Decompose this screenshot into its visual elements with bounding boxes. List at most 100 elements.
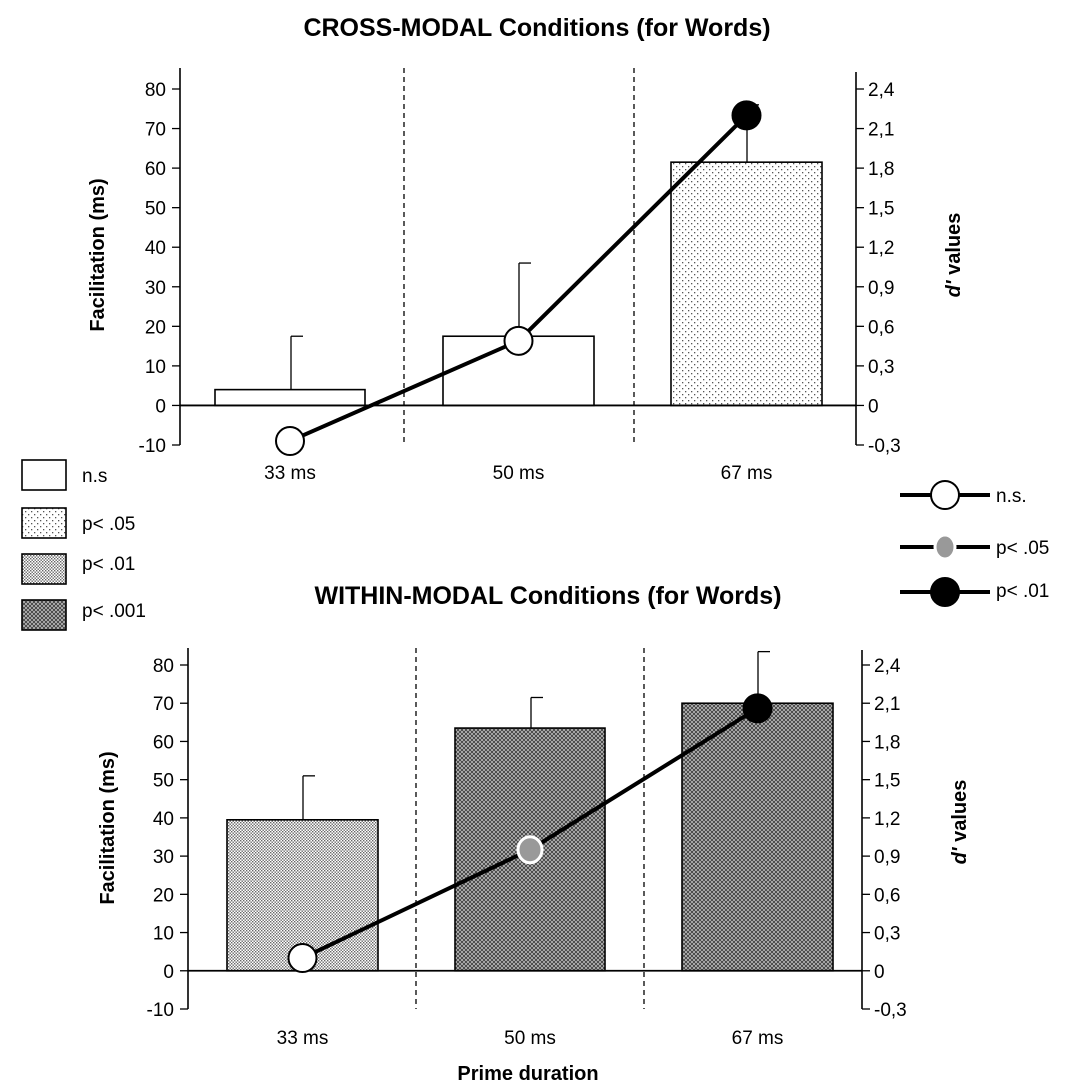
- right-tick-label: 2,4: [874, 656, 901, 677]
- category-label: 50 ms: [504, 1028, 556, 1049]
- right-tick-label: 1,2: [868, 238, 894, 259]
- dprime-point: [731, 100, 762, 131]
- right-tick-label: 1,8: [868, 159, 894, 180]
- left-tick-label: 80: [145, 80, 166, 101]
- left-tick-label: 30: [153, 847, 174, 868]
- dprime-legend-item-p05: p< .05: [900, 533, 1049, 561]
- left-tick-label: 0: [155, 396, 166, 417]
- left-axis-label: Facilitation (ms): [87, 178, 109, 331]
- right-tick-label: 2,1: [874, 694, 900, 715]
- legend-label: p< .01: [82, 554, 135, 575]
- right-tick-label: 0,6: [868, 317, 894, 338]
- chart-title: WITHIN-MODAL Conditions (for Words): [314, 582, 781, 610]
- left-tick-label: 60: [145, 159, 166, 180]
- dprime-legend-marker-p05: [933, 533, 957, 561]
- right-tick-label: 1,8: [874, 732, 900, 753]
- right-tick-label: 1,5: [874, 771, 900, 792]
- category-label: 33 ms: [264, 463, 316, 484]
- category-label: 67 ms: [732, 1028, 784, 1049]
- dprime-legend-label: p< .05: [996, 538, 1049, 559]
- left-tick-label: 20: [153, 885, 174, 906]
- dprime-legend-marker-p01: [930, 577, 960, 607]
- legend-label: p< .001: [82, 601, 146, 622]
- right-axis-ticks: -0,3 0 0,3 0,6 0,9 1,2 1,5 1,8 2,1 2,4: [862, 656, 907, 1021]
- left-tick-label: 80: [153, 656, 174, 677]
- right-tick-label: 1,5: [868, 199, 894, 220]
- left-tick-label: -10: [147, 1000, 174, 1021]
- chart-title: CROSS-MODAL Conditions (for Words): [303, 14, 770, 42]
- legend-swatch-p05: [21, 507, 67, 539]
- dprime-point: [516, 835, 544, 865]
- dprime-point: [503, 325, 534, 356]
- left-axis-label: Facilitation (ms): [97, 751, 119, 904]
- left-tick-label: 10: [153, 924, 174, 945]
- right-axis-label-rest: values: [949, 780, 971, 848]
- right-tick-label: 1,2: [874, 809, 900, 830]
- right-tick-label: 0,6: [874, 885, 900, 906]
- axes: [179, 68, 857, 445]
- right-tick-label: 0,9: [874, 847, 900, 868]
- dprime-series: [287, 693, 773, 974]
- category-label: 67 ms: [721, 463, 773, 484]
- left-axis-ticks: -10 0 10 20 30 40 50 60 70 80: [147, 656, 188, 1021]
- right-axis-label-rest: values: [943, 213, 965, 281]
- left-tick-label: 20: [145, 317, 166, 338]
- right-tick-label: 0,3: [868, 357, 894, 378]
- legend-item-p001: p< .001: [21, 599, 146, 631]
- left-tick-label: 10: [145, 357, 166, 378]
- condition-separators: [415, 648, 645, 1009]
- legend-item-p01: p< .01: [21, 553, 135, 585]
- category-label: 50 ms: [493, 463, 545, 484]
- right-axis-label: d' values: [943, 213, 965, 298]
- right-tick-label: -0,3: [874, 1000, 907, 1021]
- right-axis-label: d' values: [949, 780, 971, 865]
- dprime-legend-item-ns: n.s.: [900, 480, 1027, 510]
- dprime-series: [275, 100, 762, 457]
- dprime-legend-label: p< .01: [996, 581, 1049, 602]
- within-modal-chart: WITHIN-MODAL Conditions (for Words) -10 0…: [97, 582, 971, 1082]
- legend-swatch-p01: [21, 553, 67, 585]
- bar: [454, 727, 606, 972]
- dprime-point: [742, 693, 773, 724]
- left-tick-label: 50: [145, 199, 166, 220]
- right-tick-label: 0: [874, 962, 885, 983]
- right-tick-label: 0: [868, 396, 879, 417]
- right-tick-label: 0,3: [874, 924, 900, 945]
- right-axis-ticks: -0,3 0 0,3 0,6 0,9 1,2 1,5 1,8 2,1 2,4: [856, 80, 901, 457]
- left-axis-ticks: -10 0 10 20 30 40 50 60 70 80: [139, 80, 180, 457]
- legend-item-p05: p< .05: [21, 507, 135, 539]
- bar: [681, 702, 834, 972]
- left-tick-label: 50: [153, 771, 174, 792]
- dprime-legend: n.s. p< .05 p< .01: [900, 480, 1049, 607]
- dprime-point: [287, 943, 318, 974]
- category-labels: 33 ms 50 ms 67 ms: [264, 463, 772, 484]
- legend-swatch-ns: [21, 459, 67, 491]
- category-label: 33 ms: [277, 1028, 329, 1049]
- left-tick-label: 30: [145, 278, 166, 299]
- bar: [214, 388, 366, 407]
- x-axis-label: Prime duration: [457, 1063, 598, 1082]
- cross-modal-chart: CROSS-MODAL Conditions (for Words) -10 0 1…: [87, 14, 965, 484]
- left-tick-label: 70: [145, 120, 166, 141]
- legend-label: p< .05: [82, 514, 135, 535]
- right-axis-label-italic: d': [943, 279, 965, 297]
- dprime-legend-label: n.s.: [996, 486, 1027, 507]
- dprime-legend-item-p01: p< .01: [900, 577, 1049, 607]
- left-tick-label: -10: [139, 436, 166, 457]
- right-tick-label: 2,1: [868, 120, 894, 141]
- legend-item-ns: n.s: [21, 459, 107, 491]
- right-axis-label-italic: d': [949, 846, 971, 864]
- legend-label: n.s: [82, 466, 107, 487]
- left-tick-label: 40: [145, 238, 166, 259]
- left-tick-label: 40: [153, 809, 174, 830]
- right-tick-label: -0,3: [868, 436, 901, 457]
- right-tick-label: 0,9: [868, 278, 894, 299]
- bar: [670, 161, 823, 407]
- dprime-legend-marker-ns: [930, 480, 960, 510]
- right-tick-label: 2,4: [868, 80, 895, 101]
- legend-swatch-p001: [21, 599, 67, 631]
- left-tick-label: 60: [153, 732, 174, 753]
- category-labels: 33 ms 50 ms 67 ms: [277, 1028, 784, 1049]
- bar-series: [226, 702, 834, 972]
